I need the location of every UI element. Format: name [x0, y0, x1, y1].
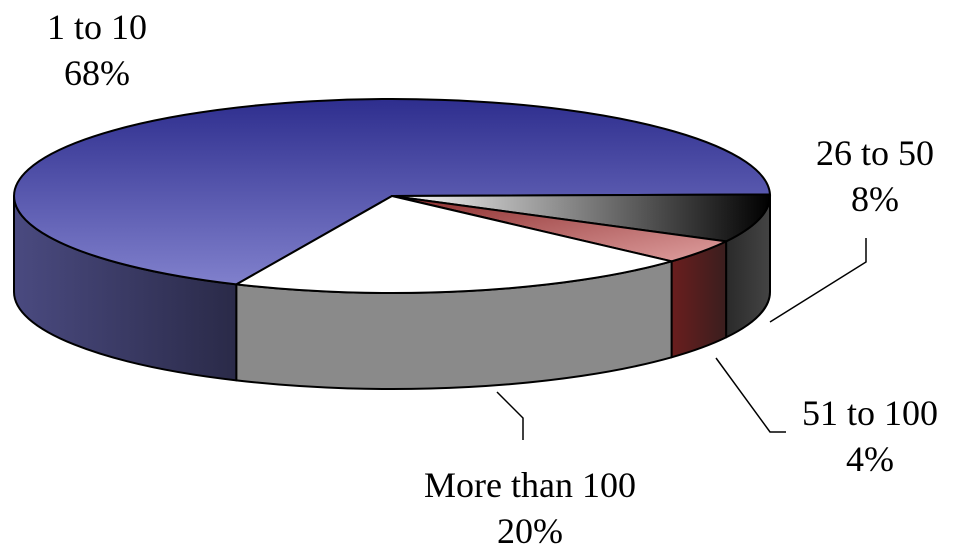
slice-label-1-to-10: 1 to 10 68% — [22, 4, 172, 96]
slice-name: More than 100 — [424, 465, 636, 505]
slice-label-51-to-100: 51 to 100 4% — [780, 390, 959, 482]
slice-name: 51 to 100 — [801, 393, 938, 433]
slice-label-26-to-50: 26 to 50 8% — [790, 130, 959, 222]
slice-percent: 20% — [497, 511, 563, 551]
slice-percent: 8% — [851, 179, 899, 219]
slice-percent: 68% — [64, 53, 130, 93]
slice-percent: 4% — [846, 439, 894, 479]
slice-label-more-than-100: More than 100 20% — [380, 462, 680, 554]
slice-1-to-10-top — [13, 98, 771, 286]
leader-line-more-than-100 — [496, 391, 524, 440]
slice-26-to-50-top — [391, 193, 772, 243]
leader-line-51-to-100 — [715, 357, 786, 433]
slice-name: 26 to 50 — [815, 133, 934, 173]
leader-line-26-to-50 — [769, 238, 867, 323]
slice-name: 1 to 10 — [46, 7, 147, 47]
slice-more-than-100-top — [235, 195, 673, 295]
